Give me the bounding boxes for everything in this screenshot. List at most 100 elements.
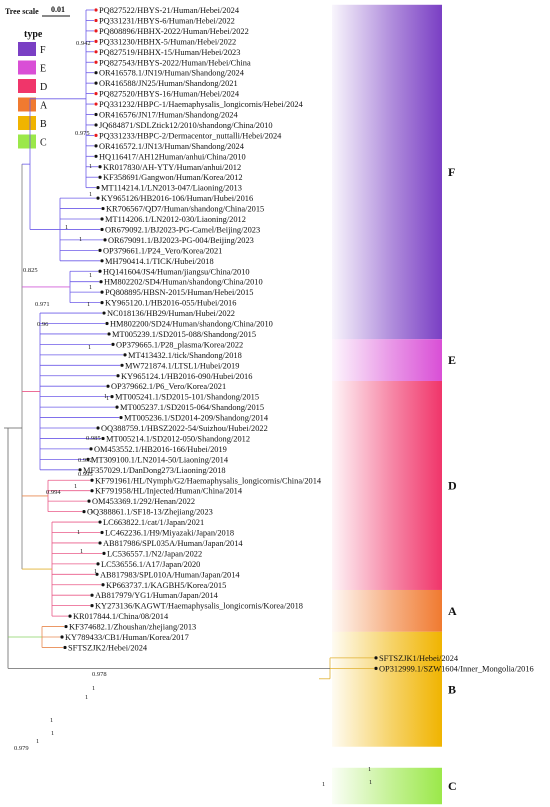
leaf-label: SFTSZJK1/Hebei/2024 bbox=[379, 654, 459, 663]
leaf-marker bbox=[63, 645, 67, 650]
leaf-marker bbox=[100, 259, 104, 263]
leaf-label: KF791961/HL/Nymph/G2/Haemaphysalis_longi… bbox=[95, 476, 322, 485]
leaf-marker bbox=[87, 499, 91, 503]
leaf-marker bbox=[96, 426, 100, 430]
leaf-label: OR416572.1/JN13/Human/Shandong/2024 bbox=[99, 142, 245, 151]
clade-label-C: C bbox=[448, 779, 457, 793]
legend-label-E: E bbox=[40, 64, 46, 75]
leaf-marker bbox=[100, 217, 104, 221]
leaf-marker bbox=[86, 457, 90, 461]
legend-swatch-D bbox=[18, 79, 36, 93]
leaf-label: OP312999.1/SZW1604/Inner_Mongolia/2016 bbox=[379, 664, 534, 673]
bootstrap-value: 1 bbox=[89, 272, 92, 279]
leaf-label: KY965126/HB2016-106/Human/Hubei/2016 bbox=[101, 194, 253, 203]
bootstrap-value: 1 bbox=[322, 781, 325, 788]
clade-label-B: B bbox=[448, 682, 456, 696]
legend-label-B: B bbox=[40, 119, 47, 130]
leaf-marker bbox=[99, 280, 103, 284]
bootstrap-value: 0.985 bbox=[86, 435, 101, 442]
leaf-label: PQ808896/HBHX-2022/Human/Hebei/2022 bbox=[99, 27, 249, 36]
clade-band-F bbox=[332, 4, 442, 340]
leaf-label: OP379661.1/P24_Vero/Korea/2021 bbox=[103, 246, 222, 255]
legend-swatch-E bbox=[18, 60, 36, 75]
leaf-marker bbox=[98, 269, 102, 273]
leaf-label: PQ331232/HBPC-1/Haemaphysalis_longicorni… bbox=[99, 100, 304, 109]
leaf-marker bbox=[120, 363, 124, 367]
leaf-label: MT005214.1/SD2012-050/Shandong/2012 bbox=[106, 434, 250, 443]
leaf-labels: PQ827522/HBYS-21/Human/Hebei/2024PQ33123… bbox=[60, 6, 534, 673]
leaf-marker bbox=[102, 551, 106, 556]
legend-label-F: F bbox=[40, 45, 46, 56]
leaf-marker bbox=[98, 520, 102, 524]
leaf-marker bbox=[94, 112, 98, 117]
bootstrap-value: 1 bbox=[50, 717, 53, 724]
leaf-marker bbox=[111, 342, 115, 346]
leaf-marker bbox=[123, 353, 127, 357]
leaf-label: KY965124.1/HB2016-090/Hubei/2016 bbox=[121, 372, 252, 381]
clade-band-B bbox=[332, 631, 442, 747]
bootstrap-value: 1 bbox=[77, 529, 80, 536]
leaf-label: PQ808895/HBSN-2015/Human/Hebei/2015 bbox=[105, 288, 253, 297]
clade-label-A: A bbox=[448, 604, 457, 618]
leaf-marker bbox=[94, 102, 98, 106]
bootstrap-value: 0.995 bbox=[78, 471, 93, 478]
leaf-label: MT114214.1/LN2013-047/Liaoning/2013 bbox=[101, 184, 242, 193]
leaf-marker bbox=[94, 8, 98, 12]
leaf-marker bbox=[94, 18, 98, 23]
clade-band-A bbox=[332, 589, 442, 632]
clade-band-D bbox=[332, 380, 442, 590]
legend-label-C: C bbox=[40, 138, 47, 149]
leaf-label: PQ827543/HBYS-2022/Human/Hebei/China bbox=[99, 58, 251, 67]
bootstrap-value: 1 bbox=[104, 393, 107, 400]
leaf-marker bbox=[94, 60, 98, 64]
leaf-marker bbox=[103, 238, 107, 242]
leaf-marker bbox=[107, 332, 111, 336]
leaf-label: KF374682.1/Zhoushan/zhejiang/2013 bbox=[69, 623, 196, 632]
leaf-label: MT005239.1/SD2015-088/Shandong/2015 bbox=[112, 330, 256, 339]
leaf-marker bbox=[98, 165, 102, 169]
leaf-marker bbox=[119, 415, 123, 420]
bootstrap-value: 1 bbox=[51, 730, 54, 737]
legend-swatch-C bbox=[18, 134, 36, 149]
leaf-label: KY273136/KAGWT/Haemaphysalis_longicornis… bbox=[95, 602, 303, 611]
leaf-label: MT005236.1/SD2014-209/Shandong/2014 bbox=[124, 414, 269, 423]
leaf-marker bbox=[94, 71, 98, 75]
bootstrap-value: 0.978 bbox=[92, 671, 107, 678]
leaf-label: HM802202/SD4/Human/shandong/China/2010 bbox=[104, 278, 263, 287]
leaf-label: JQ684871/SDLZtick12/2010/shandong/China/… bbox=[99, 121, 273, 130]
leaf-label: KY965120.1/HB2016-055/Hubei/2016 bbox=[105, 299, 236, 308]
leaf-marker bbox=[94, 144, 98, 148]
leaf-label: LC536556.1/A17/Japan/2020 bbox=[101, 560, 200, 569]
leaf-label: MT309100.1/LN2014-50/Liaoning/2014 bbox=[91, 455, 229, 464]
bootstrap-value: 0.992 bbox=[78, 457, 93, 464]
leaf-label: LC462236.1/H9/Miyazaki/Japan/2018 bbox=[105, 529, 234, 538]
leaf-marker bbox=[94, 29, 98, 33]
leaf-marker bbox=[82, 510, 86, 514]
bootstrap-value: 0.825 bbox=[23, 267, 38, 274]
leaf-marker bbox=[100, 530, 104, 535]
bootstrap-value: 0.994 bbox=[46, 489, 61, 496]
tree-branches bbox=[4, 9, 374, 680]
clade-band-C bbox=[332, 767, 442, 805]
leaf-label: MF357029.1/DanDong273/Liaoning/2018 bbox=[83, 466, 226, 475]
leaf-label: OR679092.1/BJ2023-PG-Camel/Beijing/2023 bbox=[105, 225, 260, 234]
clade-band-E bbox=[332, 339, 442, 381]
bootstrap-value: 1 bbox=[36, 738, 39, 745]
tree-scale-title: Tree scale bbox=[5, 7, 39, 16]
bootstrap-value: 1 bbox=[79, 236, 82, 243]
leaf-marker bbox=[64, 624, 68, 629]
leaf-marker bbox=[94, 50, 98, 54]
leaf-label: HQ141604/JS4/Human/jiangsu/China/2010 bbox=[103, 267, 250, 276]
legend-swatch-A bbox=[18, 97, 36, 112]
leaf-marker bbox=[68, 614, 72, 618]
clade-label-D: D bbox=[448, 478, 457, 492]
leaf-marker bbox=[98, 248, 102, 252]
bootstrap-value: 1 bbox=[65, 224, 68, 231]
bootstrap-value: 1 bbox=[80, 548, 83, 555]
bootstrap-value: 1 bbox=[74, 483, 77, 490]
leaf-marker bbox=[110, 395, 114, 399]
leaf-label: MT114206.1/LN2012-030/Liaoning/2012 bbox=[105, 215, 246, 224]
leaf-label: KY789433/CB1/Human/Korea/2017 bbox=[65, 633, 189, 642]
bootstrap-values: 0.942 0.975 1 1 1 1 0.825 1 1 0.971 1 0.96 1 1 1 0.985 0… bbox=[14, 40, 372, 788]
leaf-marker bbox=[98, 175, 102, 179]
